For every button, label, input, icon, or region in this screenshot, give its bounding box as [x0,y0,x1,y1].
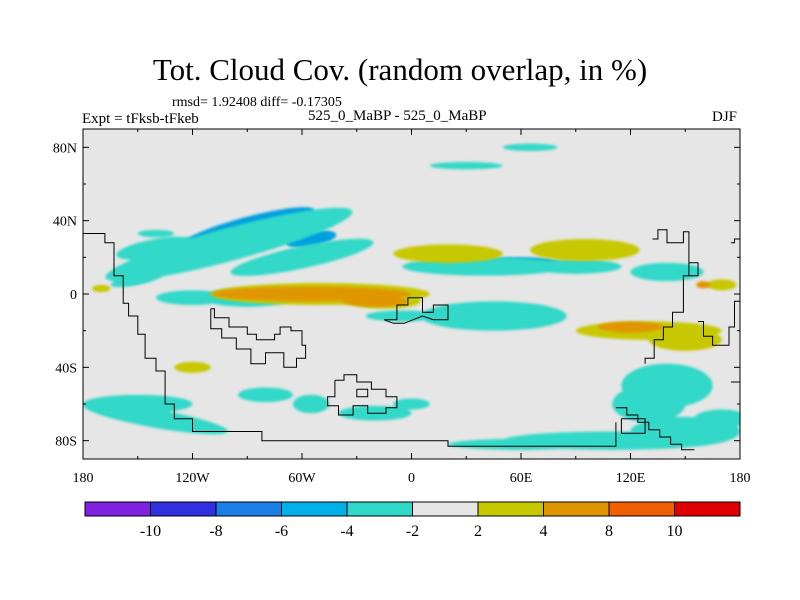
contour-patch [230,238,374,276]
contour-level--4_-2 [83,143,740,450]
coastline-segment [327,374,398,416]
colorbar-label: 10 [667,523,683,540]
contour-patch [393,244,503,263]
coastlines [83,229,740,451]
contour-patch [174,361,211,373]
contour-patch [448,438,594,450]
contour-patch [116,236,196,260]
contour-fields [83,143,740,450]
comparison-subtitle: 525_0_MaBP - 525_0_MaBP [308,108,487,124]
contour-patch [92,284,111,293]
colorbar-swatch [412,501,479,517]
contour-patch [342,295,408,307]
colorbar-label: -10 [140,523,161,540]
colorbar-label: 8 [605,523,613,540]
contour-patch [84,403,228,435]
colorbar-swatch [674,501,741,517]
colorbar-label: 2 [474,523,482,540]
axis-ticks: 180 120W 60W 0 60E 120E 180 80N 40N 0 40S 80S [53,129,751,486]
colorbar-label: -4 [340,523,353,540]
colorbar-swatch [608,501,675,517]
coastline-segment [698,300,740,346]
contour-level-4_8 [210,281,711,333]
coastline-segment [356,388,369,398]
colorbar-swatch [150,501,217,517]
coastline-segment [83,233,617,447]
colorbar-swatch [281,501,348,517]
x-tick-label: 0 [408,471,415,486]
colorbar-swatch [215,501,282,517]
colorbar-label: -8 [209,523,222,540]
contour-patch [530,259,622,274]
stats-line: rmsd= 1.92408 diff= -0.17305 [172,95,342,110]
contour-patch [429,162,503,170]
plot-title: Tot. Cloud Cov. (random overlap, in %) [152,52,648,87]
coastline-segment [383,297,449,324]
contour-patch [694,409,740,428]
colorbar-label: -2 [406,523,419,540]
contour-patch [612,385,686,423]
x-tick-label: 60E [510,471,533,486]
colorbar-label: 4 [540,523,548,540]
contour-patch [292,394,330,414]
contour-patch [110,271,165,288]
contour-patch [365,310,439,322]
contour-patch [137,229,175,238]
coastline-segment [620,418,646,434]
y-tick-label: 0 [70,288,77,303]
y-tick-label: 40S [55,361,77,376]
contour-patch [393,398,430,410]
contour-patch [530,239,640,261]
experiment-label: Expt = tFksb-tFkeb [82,111,199,127]
x-tick-label: 180 [73,471,94,486]
contour-patch [696,281,711,289]
season-label: DJF [712,109,738,125]
x-tick-label: 60W [288,471,316,486]
coastline-segment [688,262,699,277]
coastline-segment [644,229,690,364]
coastline-segment [210,308,307,368]
x-tick-label: 120W [175,471,210,486]
coastline-segment [730,238,740,244]
x-tick-label: 120E [616,471,646,486]
y-tick-label: 80N [53,141,77,156]
contour-patch [238,387,293,403]
colorbar-swatch [346,501,413,517]
contour-patch [105,207,353,282]
colorbar: -10 -8 -6 -4 -2 2 4 8 10 [84,501,741,540]
contour-patch [502,143,558,151]
contour-patch [707,279,737,291]
colorbar-label: -6 [275,523,288,540]
contour-patch [597,321,664,333]
contour-patch [420,301,567,331]
colorbar-swatch [543,501,610,517]
colorbar-swatch [84,501,151,517]
y-tick-label: 40N [53,215,77,230]
contour-patch [630,262,704,282]
coastline-segment [615,407,695,451]
colorbar-swatch [477,501,544,517]
y-tick-label: 80S [55,435,77,450]
x-tick-label: 180 [730,471,751,486]
